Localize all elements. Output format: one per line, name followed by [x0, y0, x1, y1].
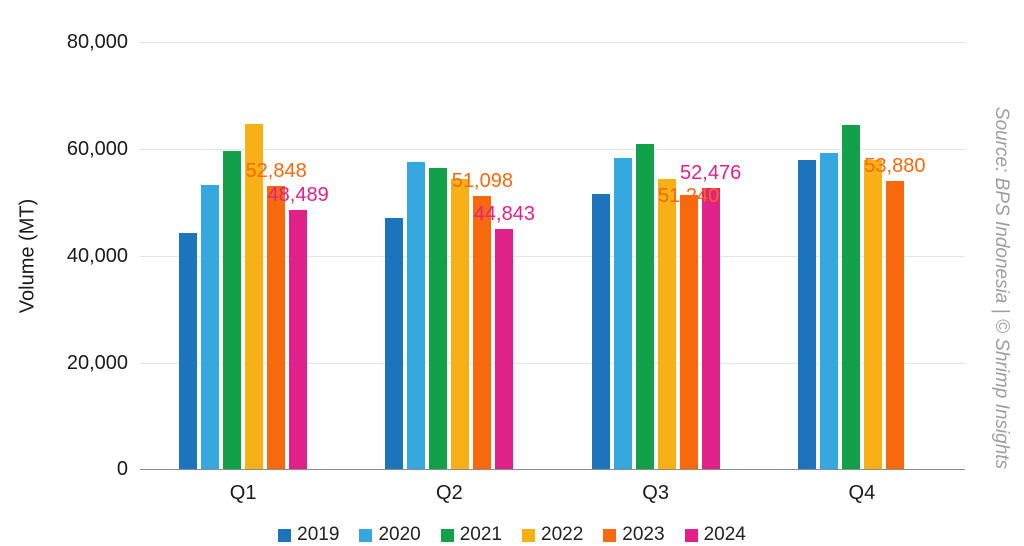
legend-swatch-2024 [684, 528, 698, 542]
bar-2023-Q4[interactable] [885, 180, 904, 469]
bar-2019-Q1[interactable] [179, 233, 198, 469]
legend-item-2022: 2022 [522, 524, 583, 546]
x-tick-label-Q3: Q3 [642, 482, 669, 504]
bar-2021-Q1[interactable] [223, 151, 242, 469]
bar-2022-Q2[interactable] [451, 179, 470, 469]
bar-2020-Q2[interactable] [407, 162, 426, 469]
legend-item-2023: 2023 [603, 524, 665, 546]
legend-label-2019: 2019 [297, 524, 340, 545]
bar-2020-Q3[interactable] [613, 157, 632, 469]
chart-legend: 2019 2020 2021 2022 2023 2024 [0, 524, 1024, 546]
y-tick-label: 40,000 [66, 245, 128, 267]
bar-2023-Q3[interactable] [679, 194, 698, 469]
legend-swatch-2022 [522, 528, 535, 542]
bar-2020-Q1[interactable] [201, 185, 220, 469]
legend-swatch-2023 [603, 528, 617, 542]
bar-2022-Q1[interactable] [245, 123, 264, 469]
bar-2024-Q1[interactable] [289, 209, 308, 469]
data-label: 51,098 [451, 169, 513, 192]
data-label: 44,843 [473, 203, 535, 226]
gridline [140, 363, 965, 364]
y-tick-label: 20,000 [66, 352, 128, 374]
data-label: 52,848 [245, 160, 307, 183]
data-label: 53,880 [864, 154, 926, 177]
legend-label-2020: 2020 [378, 524, 421, 545]
plot-area: 0 20,000 40,000 60,000 80,000 Q1 52,848 48,489 Q… [67, 31, 965, 504]
data-label: 51,240 [658, 185, 720, 208]
legend-label-2022: 2022 [541, 524, 584, 545]
legend-item-2020: 2020 [359, 524, 421, 546]
bar-2022-Q4[interactable] [863, 159, 882, 469]
bar-2020-Q4[interactable] [819, 152, 838, 469]
x-axis-line [140, 469, 965, 470]
y-tick-label: 0 [116, 458, 128, 480]
gridline [140, 149, 965, 150]
legend-swatch-2021 [440, 528, 454, 542]
legend-swatch-2020 [359, 528, 373, 542]
gridline [140, 42, 965, 43]
bar-2021-Q3[interactable] [635, 143, 654, 469]
legend-label-2023: 2023 [622, 524, 665, 545]
gridline [140, 256, 965, 257]
data-label: 48,489 [267, 183, 329, 206]
bar-2021-Q2[interactable] [429, 168, 448, 469]
bar-2019-Q3[interactable] [591, 194, 610, 469]
legend-label-2021: 2021 [459, 524, 502, 545]
source-attribution: Source: BPS Indonesia | © Shrimp Insight… [991, 106, 1012, 470]
y-tick-label: 60,000 [66, 138, 128, 160]
data-label: 52,476 [680, 162, 742, 185]
legend-item-2021: 2021 [440, 524, 502, 546]
bar-2019-Q2[interactable] [385, 217, 404, 469]
legend-label-2024: 2024 [703, 524, 746, 545]
bar-2024-Q3[interactable] [701, 188, 720, 469]
legend-swatch-2019 [278, 528, 292, 542]
legend-item-2019: 2019 [278, 524, 339, 546]
bar-2019-Q4[interactable] [797, 160, 816, 469]
x-tick-label-Q1: Q1 [229, 482, 257, 504]
x-tick-label-Q2: Q2 [436, 482, 463, 504]
x-tick-label-Q4: Q4 [848, 482, 876, 504]
bar-2023-Q1[interactable] [267, 186, 286, 469]
y-tick-label: 80,000 [66, 31, 128, 53]
bar-2024-Q2[interactable] [495, 229, 514, 469]
legend-item-2024: 2024 [684, 524, 746, 546]
bar-2021-Q4[interactable] [841, 125, 860, 469]
bar-2022-Q3[interactable] [657, 178, 676, 469]
bar-2023-Q2[interactable] [473, 195, 492, 469]
